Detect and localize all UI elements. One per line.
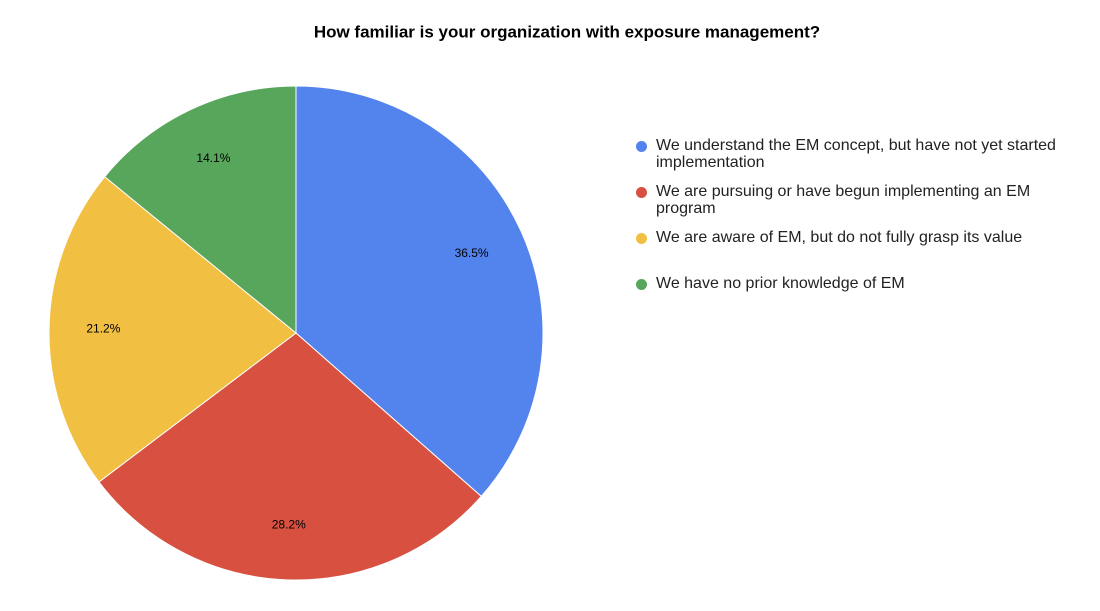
pie-slice xyxy=(98,332,482,581)
legend-item: We understand the EM concept, but have n… xyxy=(636,137,1056,183)
slice-label: 14.1% xyxy=(196,151,230,165)
chart-title: How familiar is your organization with e… xyxy=(314,22,820,41)
legend-swatch xyxy=(636,279,647,290)
slice-label: 28.2% xyxy=(272,518,306,532)
slice-label: 21.2% xyxy=(86,322,120,336)
pie-slice xyxy=(103,85,297,335)
pie-slice xyxy=(48,176,297,483)
slice-label: 36.5% xyxy=(455,246,489,260)
legend-item: We have no prior knowledge of EM xyxy=(636,275,1056,321)
legend-label: We are aware of EM, but do not fully gra… xyxy=(656,229,1023,246)
legend-label: We are pursuing or have begun implementi… xyxy=(656,183,1031,217)
legend-swatch xyxy=(636,233,647,244)
legend: We understand the EM concept, but have n… xyxy=(636,137,1056,321)
legend-label: We understand the EM concept, but have n… xyxy=(656,137,1056,171)
legend-item: We are pursuing or have begun implementi… xyxy=(636,183,1056,229)
legend-item: We are aware of EM, but do not fully gra… xyxy=(636,229,1056,275)
pie-slice xyxy=(295,85,544,498)
legend-swatch xyxy=(636,141,647,152)
legend-swatch xyxy=(636,187,647,198)
legend-label: We have no prior knowledge of EM xyxy=(656,275,905,292)
